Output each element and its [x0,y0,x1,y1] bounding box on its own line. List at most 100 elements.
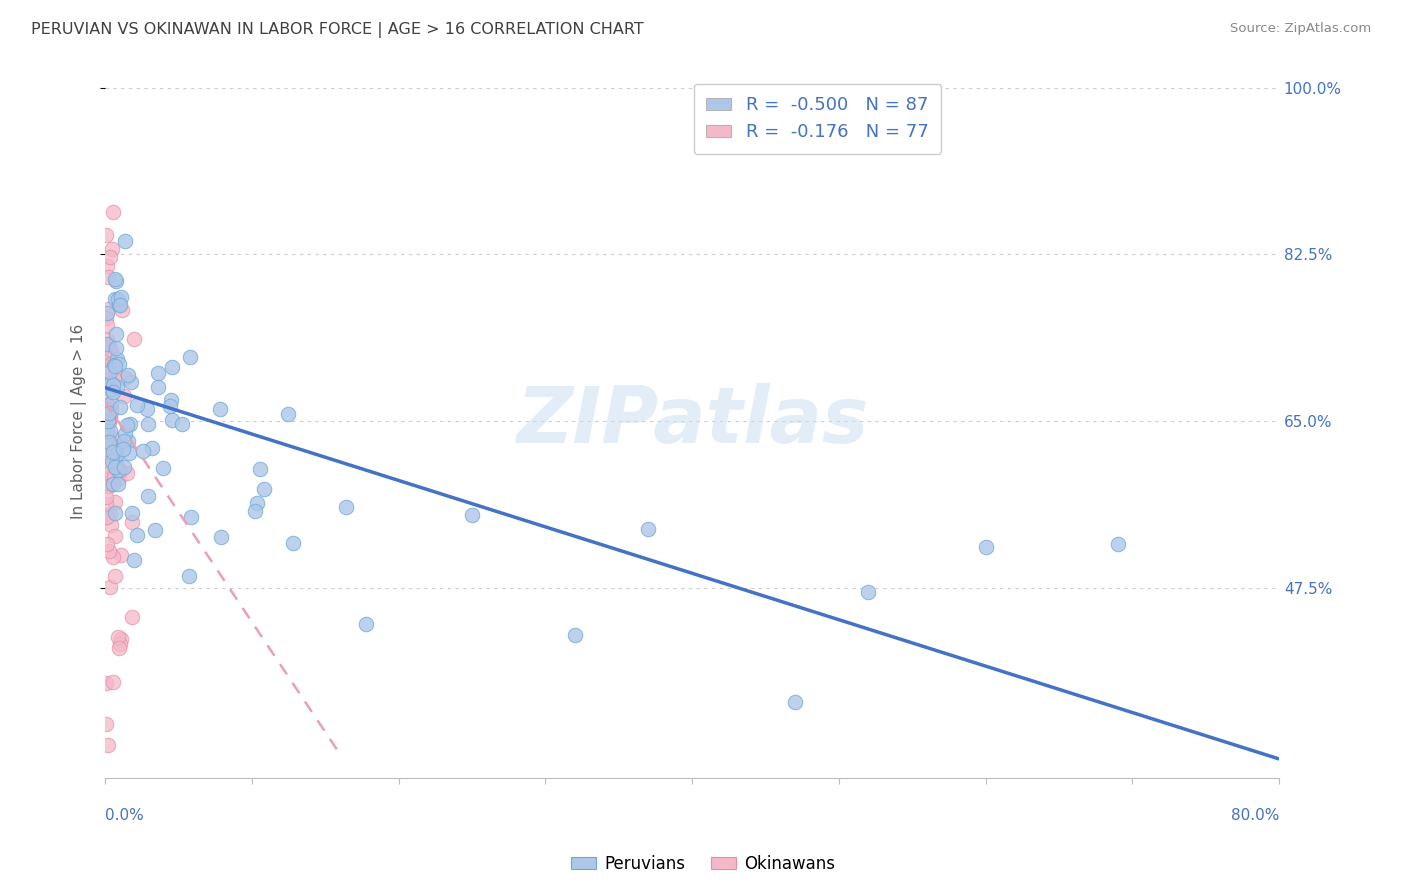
Point [108,297,131,311]
Point [98,435,121,450]
Point [96,373,118,387]
Y-axis label: In Labor Force | Age > 16: In Labor Force | Age > 16 [72,324,87,518]
Point [101,431,124,445]
Point [249,462,271,476]
Point [118,417,141,431]
Point [97,466,120,480]
Point [136,489,159,503]
Point [97,448,120,462]
Point [104,275,127,289]
Point [96,318,118,333]
Legend: R =  -0.500   N = 87, R =  -0.176   N = 77: R = -0.500 N = 87, R = -0.176 N = 77 [693,84,941,154]
Point [98,365,121,379]
Point [107,352,129,367]
Point [103,477,125,491]
Point [121,506,143,520]
Point [103,470,125,484]
Text: PERUVIAN VS OKINAWAN IN LABOR FORCE | AGE > 16 CORRELATION CHART: PERUVIAN VS OKINAWAN IN LABOR FORCE | AG… [31,22,644,38]
Point [1107,537,1129,551]
Text: 0.0%: 0.0% [105,808,143,823]
Point [96,305,118,319]
Point [94,405,117,419]
Point [94,424,117,438]
Point [104,446,127,460]
Point [98,352,121,367]
Point [101,675,124,690]
Point [94,510,117,524]
Point [94,675,117,690]
Point [136,401,159,416]
Point [94,402,117,417]
Point [101,453,124,467]
Point [118,446,141,460]
Point [115,417,138,432]
Point [110,298,132,312]
Point [96,716,118,731]
Point [246,495,269,509]
Point [104,272,127,286]
Point [209,402,232,417]
Point [122,332,145,346]
Point [105,342,128,356]
Point [107,435,129,450]
Point [136,417,159,432]
Point [162,413,184,427]
Point [97,738,120,752]
Point [97,406,120,420]
Text: ZIPatlas: ZIPatlas [516,383,869,459]
Point [98,250,121,264]
Point [97,544,120,558]
Point [243,504,266,518]
Point [98,507,121,521]
Point [101,356,124,370]
Point [110,290,132,304]
Point [103,358,125,372]
Point [107,463,129,477]
Point [98,415,121,429]
Point [111,442,134,456]
Point [108,637,131,651]
Point [141,441,163,455]
Point [160,360,183,375]
Point [856,585,879,599]
Point [172,417,194,431]
Point [179,569,201,583]
Point [461,508,484,522]
Point [564,628,586,642]
Point [100,346,122,360]
Point [974,540,997,554]
Point [98,410,121,425]
Point [108,640,131,655]
Point [97,270,120,285]
Point [100,376,122,390]
Point [96,442,118,456]
Point [117,368,139,382]
Point [354,616,377,631]
Point [97,414,120,428]
Point [114,234,136,248]
Point [115,466,138,480]
Point [94,490,117,504]
Point [100,396,122,410]
Point [159,399,181,413]
Point [96,537,118,551]
Point [105,460,128,475]
Point [98,424,121,438]
Point [117,434,139,449]
Point [96,337,118,351]
Point [110,303,132,318]
Point [127,398,149,412]
Point [127,527,149,541]
Point [98,340,121,354]
Point [96,394,118,409]
Point [100,383,122,397]
Point [104,456,127,470]
Point [94,459,117,474]
Point [94,497,117,511]
Point [100,402,122,417]
Point [96,363,118,377]
Point [94,402,117,417]
Point [148,380,170,394]
Point [98,581,121,595]
Point [103,385,125,400]
